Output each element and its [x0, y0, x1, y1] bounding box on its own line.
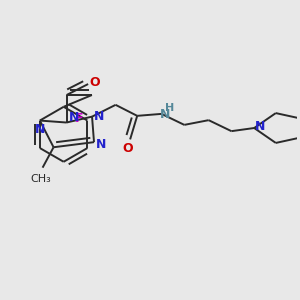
- Text: H: H: [165, 103, 174, 113]
- Text: CH₃: CH₃: [30, 174, 51, 184]
- Text: N: N: [34, 123, 45, 136]
- Text: N: N: [160, 108, 171, 121]
- Text: N: N: [254, 120, 265, 133]
- Text: N: N: [96, 138, 106, 151]
- Text: N: N: [94, 110, 104, 123]
- Text: N: N: [68, 111, 79, 124]
- Text: O: O: [90, 76, 101, 88]
- Text: F: F: [74, 112, 83, 125]
- Text: O: O: [123, 142, 134, 154]
